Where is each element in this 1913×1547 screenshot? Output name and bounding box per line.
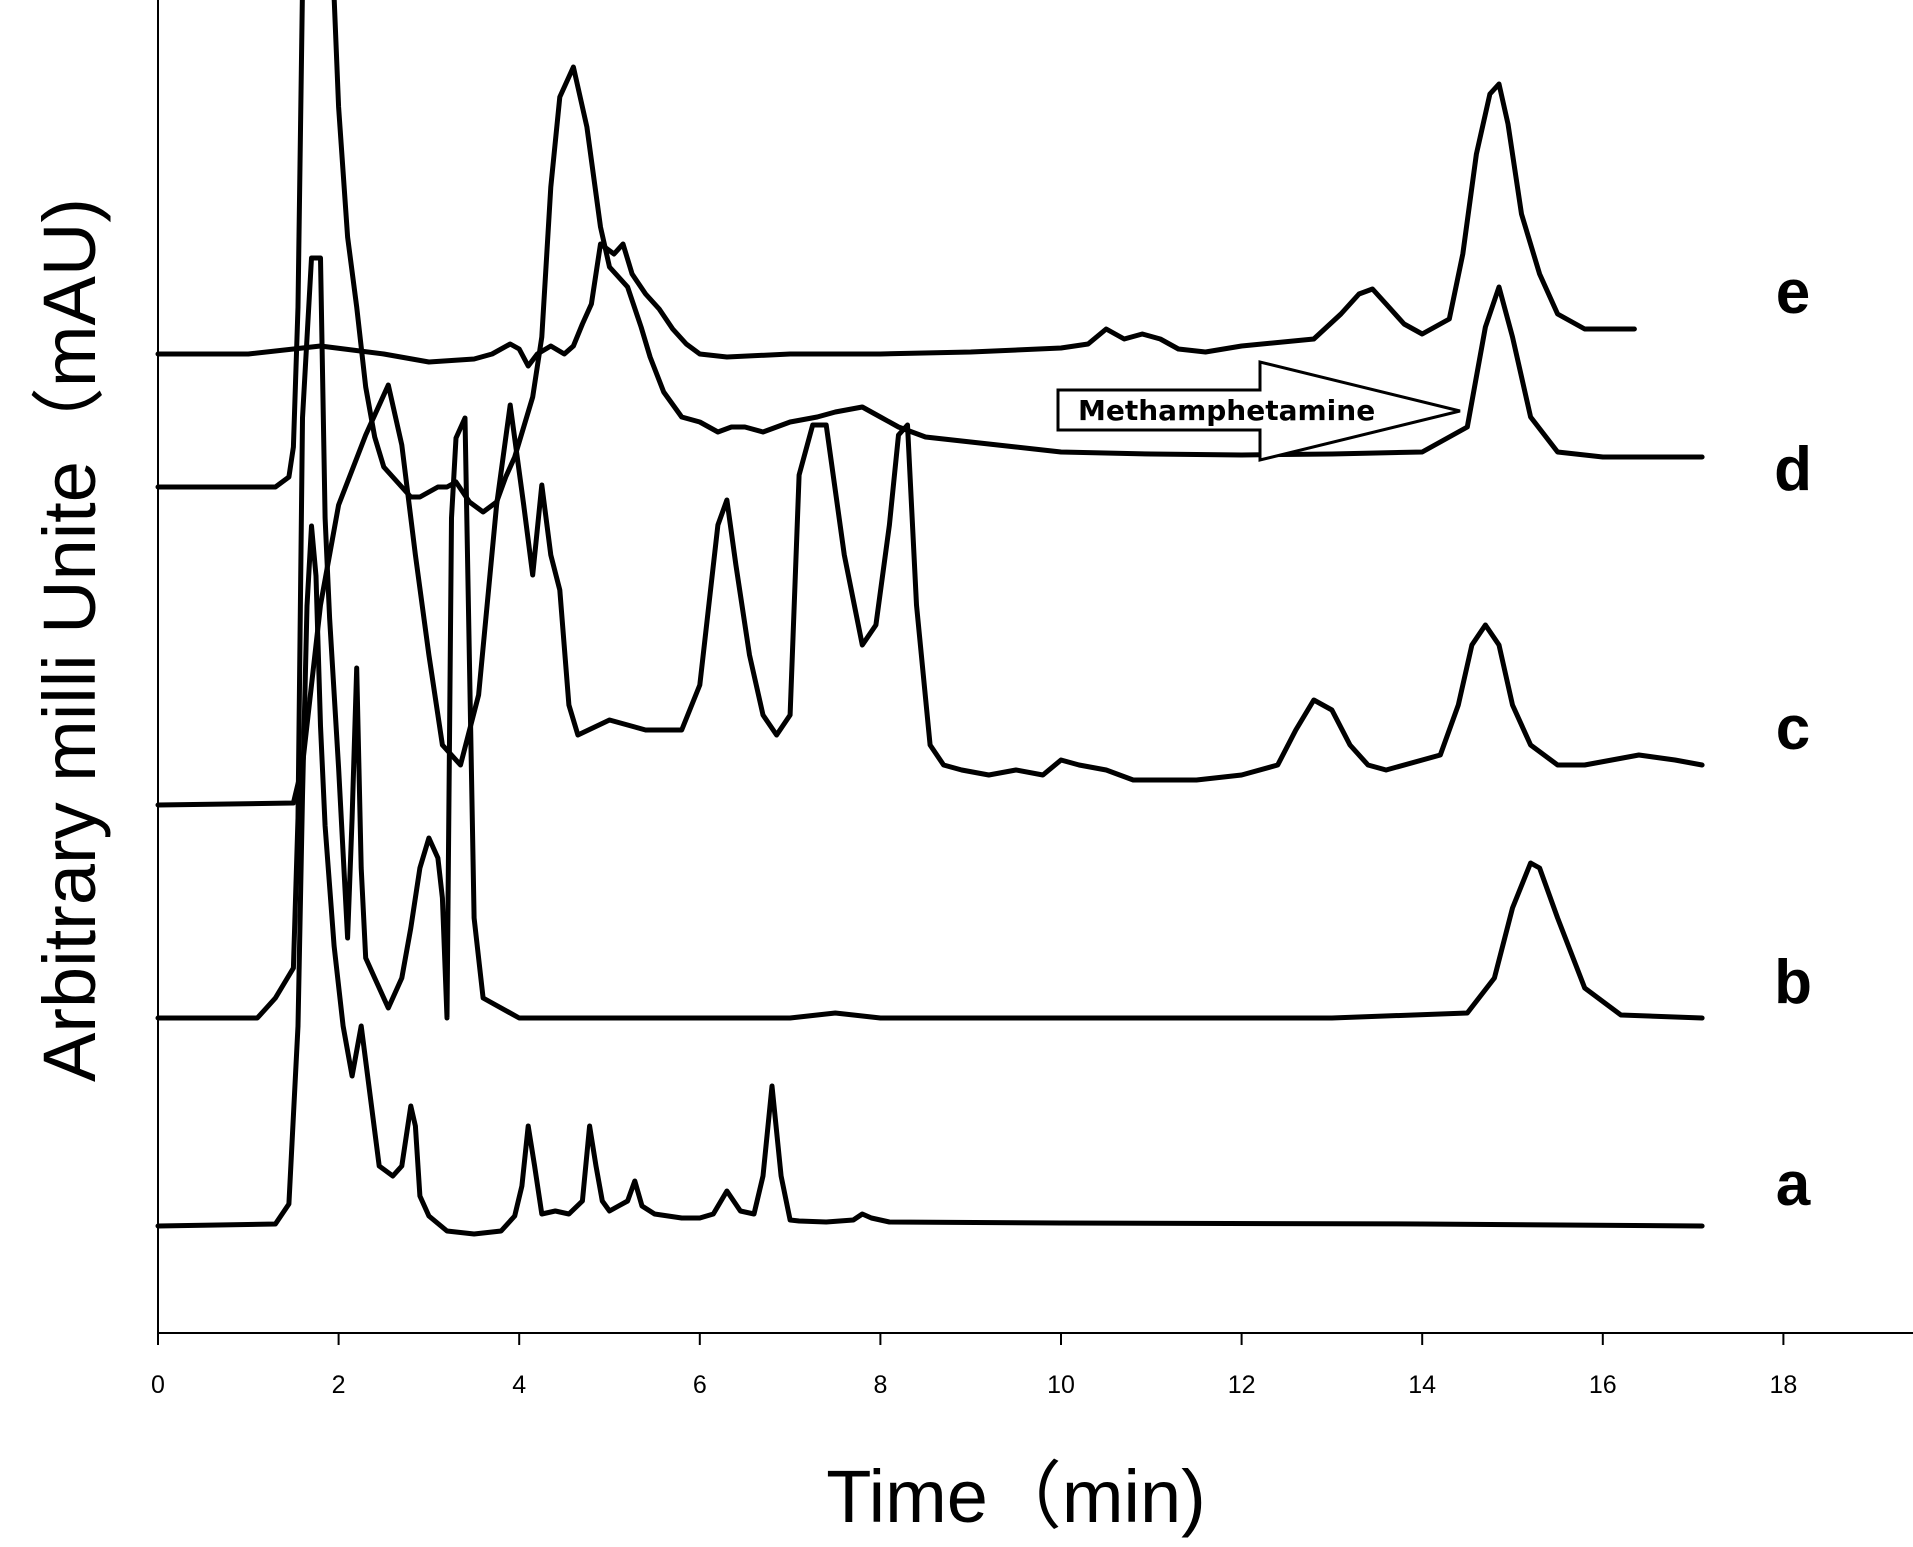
trace-c <box>155 382 1705 808</box>
x-tick-label-16: 16 <box>1589 1371 1617 1399</box>
x-tick-label-2: 2 <box>332 1371 346 1399</box>
trace-d <box>155 0 1705 515</box>
trace-labels: a b c d e <box>1774 258 1812 1219</box>
trace-label-c: c <box>1776 694 1810 763</box>
trace-label-a: a <box>1776 1150 1811 1219</box>
x-axis-title: Time（min) <box>826 1455 1206 1538</box>
x-tick-label-10: 10 <box>1047 1371 1075 1399</box>
x-tick-label-12: 12 <box>1228 1371 1256 1399</box>
trace-a <box>155 523 1705 1237</box>
x-tick-label-0: 0 <box>151 1371 165 1399</box>
trace-label-b: b <box>1774 948 1812 1017</box>
x-tick-label-18: 18 <box>1769 1371 1797 1399</box>
trace-label-d: d <box>1774 435 1812 504</box>
x-tick-label-6: 6 <box>693 1371 707 1399</box>
x-tick-label-14: 14 <box>1408 1371 1436 1399</box>
methamphetamine-label: Methamphetamine <box>1078 394 1375 427</box>
methamphetamine-arrow <box>1056 360 1461 462</box>
trace-label-e: e <box>1776 258 1810 327</box>
x-tick-label-8: 8 <box>873 1371 887 1399</box>
x-tick-label-4: 4 <box>512 1371 526 1399</box>
methamphetamine-annotation: Methamphetamine <box>1056 360 1461 462</box>
y-axis-title: Arbitrary milli Unite（mAU) <box>28 198 111 1082</box>
x-axis-ticks: 0 2 4 6 8 10 12 14 16 18 <box>151 1333 1797 1399</box>
axes <box>157 0 1913 1334</box>
trace-e <box>155 81 1637 369</box>
trace-b <box>155 255 1705 1021</box>
chromatogram-traces <box>155 0 1705 1237</box>
